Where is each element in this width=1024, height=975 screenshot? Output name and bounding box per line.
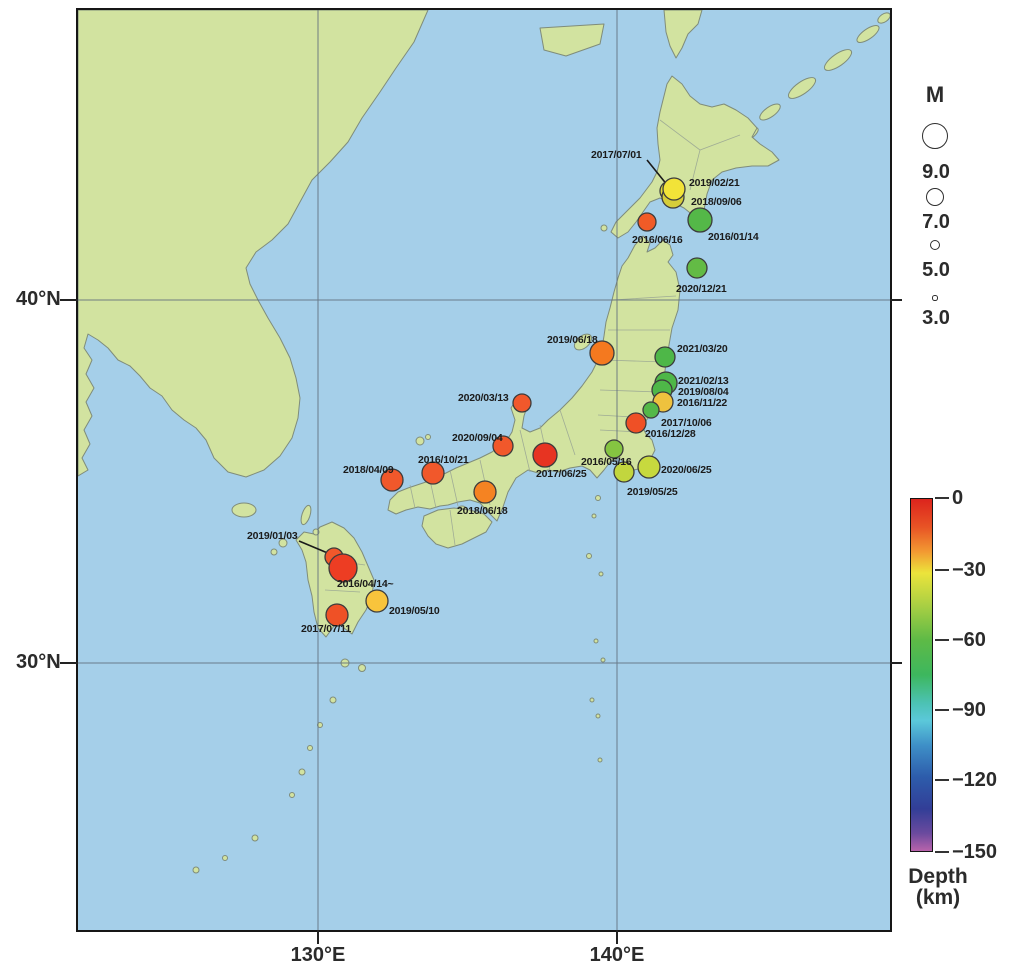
event-marker	[325, 603, 349, 627]
ryukyu-islands	[192, 658, 366, 874]
colorbar-tick-label-90: −90	[952, 699, 986, 721]
magnitude-label-5: 5.0	[922, 259, 950, 281]
japan-map	[78, 10, 890, 930]
oki-island	[415, 436, 425, 446]
event-marker	[687, 207, 713, 233]
magnitude-legend-title: M	[925, 82, 945, 107]
lon-label-130e: 130°E	[290, 944, 346, 966]
event-marker	[365, 589, 389, 613]
event-marker	[532, 442, 558, 468]
magnitude-label-9: 9.0	[922, 161, 950, 183]
sakhalin	[663, 10, 703, 59]
tsushima-island	[300, 504, 312, 526]
colorbar-tick	[935, 569, 949, 571]
map-frame	[76, 8, 892, 932]
tick-40n-right	[890, 299, 902, 301]
event-marker	[512, 393, 532, 413]
continent-asia	[78, 10, 429, 478]
event-marker	[328, 553, 358, 583]
colorbar-tick-label-150: −150	[952, 841, 998, 863]
event-marker	[662, 177, 686, 201]
colorbar-title-line1: Depth	[908, 865, 968, 888]
event-marker	[473, 480, 497, 504]
tick-40n-left	[60, 299, 78, 301]
event-marker	[589, 340, 615, 366]
magnitude-circle-5	[930, 240, 940, 250]
lon-label-140e: 140°E	[589, 944, 645, 966]
event-marker	[492, 435, 514, 457]
magnitude-circle-9	[922, 123, 948, 149]
colorbar-tick	[935, 851, 949, 853]
goto-island	[278, 538, 288, 548]
depth-colorbar	[910, 498, 933, 852]
sado-island	[573, 333, 593, 351]
magnitude-circle-7	[926, 188, 944, 206]
shikoku	[421, 507, 493, 549]
event-markers	[324, 177, 713, 627]
lat-label-30n: 30°N	[16, 651, 61, 673]
event-marker	[613, 461, 635, 483]
event-marker	[421, 461, 445, 485]
hokkaido	[610, 75, 780, 239]
event-marker	[642, 401, 660, 419]
tick-30n-right	[890, 662, 902, 664]
magnitude-label-3: 3.0	[922, 307, 950, 329]
colorbar-tick-label-0: 0	[952, 487, 964, 509]
event-marker	[625, 412, 647, 434]
leader-line	[646, 159, 669, 187]
leader-line	[298, 540, 331, 555]
goto-island-2	[270, 548, 278, 556]
colorbar-tick	[935, 709, 949, 711]
leader-lines	[298, 159, 669, 555]
event-marker	[637, 455, 661, 479]
colorbar-tick	[935, 779, 949, 781]
colorbar-title: Depth (km)	[898, 866, 978, 908]
continent-patch	[539, 23, 605, 57]
colorbar-tick-label-120: −120	[952, 769, 998, 791]
kuril-islands	[733, 12, 890, 146]
colorbar-tick-label-60: −60	[952, 629, 986, 651]
event-marker	[380, 468, 404, 492]
graticule	[78, 10, 890, 930]
event-marker	[604, 439, 624, 459]
izu-islands	[586, 495, 606, 763]
tick-140e-bottom	[616, 930, 618, 944]
colorbar-tick-label-30: −30	[952, 559, 986, 581]
tick-130e-bottom	[317, 930, 319, 944]
colorbar-title-line2: (km)	[915, 886, 961, 909]
magnitude-label-7: 7.0	[922, 211, 950, 233]
lat-label-40n: 40°N	[16, 288, 61, 310]
event-marker	[654, 346, 676, 368]
landmasses	[78, 10, 890, 874]
colorbar-tick	[935, 497, 949, 499]
magnitude-circle-3	[932, 295, 938, 301]
event-marker	[637, 212, 657, 232]
tick-30n-left	[60, 662, 78, 664]
colorbar-tick	[935, 639, 949, 641]
okushiri-island	[600, 224, 608, 232]
event-marker	[686, 257, 708, 279]
jeju-island	[231, 502, 257, 518]
oki-island-2	[425, 434, 431, 440]
